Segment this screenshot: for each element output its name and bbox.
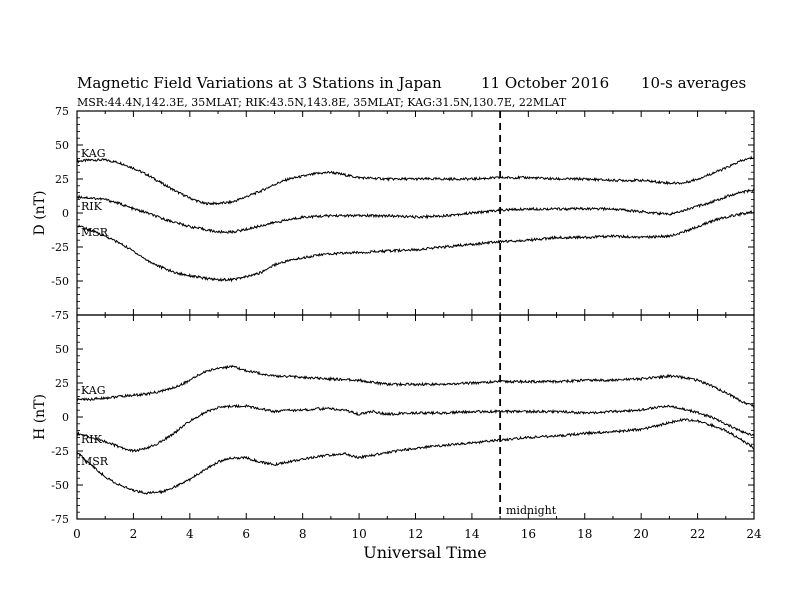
x-axis-label: Universal Time — [363, 543, 486, 562]
station-label-msr: MSR — [81, 226, 109, 239]
x-tick-label: 18 — [577, 527, 592, 541]
y-tick-label: -50 — [51, 275, 69, 288]
x-tick-label: 4 — [186, 527, 194, 541]
y-tick-label: 25 — [55, 173, 69, 186]
y-tick-label: 75 — [55, 105, 69, 118]
station-label-rik: RIK — [81, 200, 103, 213]
series-line-rik — [76, 188, 755, 234]
y-tick-label: 0 — [62, 207, 69, 220]
y-tick-label: -75 — [51, 309, 69, 322]
y-axis-label: D (nT) — [32, 191, 48, 236]
x-tick-label: 22 — [690, 527, 705, 541]
series-line-kag — [76, 364, 755, 408]
x-tick-label: 6 — [242, 527, 250, 541]
x-tick-label: 0 — [73, 527, 81, 541]
x-tick-label: 8 — [299, 527, 307, 541]
x-tick-label: 16 — [521, 527, 536, 541]
y-tick-label: -25 — [51, 241, 69, 254]
y-tick-label: 25 — [55, 377, 69, 390]
x-tick-label: 24 — [746, 527, 762, 541]
chart-date: 11 October 2016 — [481, 74, 609, 92]
station-label-kag: KAG — [81, 384, 106, 397]
station-coordinates: MSR:44.4N,142.3E, 35MLAT; RIK:43.5N,143.… — [77, 96, 567, 109]
x-tick-label: 10 — [351, 527, 366, 541]
y-tick-label: 50 — [55, 343, 69, 356]
series-line-kag — [76, 155, 755, 206]
chart-averaging: 10-s averages — [641, 74, 746, 92]
y-tick-label: 50 — [55, 139, 69, 152]
y-tick-label: -25 — [51, 445, 69, 458]
y-tick-label: -75 — [51, 513, 69, 526]
series-line-msr — [76, 417, 755, 495]
series-line-msr — [76, 210, 755, 283]
x-tick-label: 14 — [464, 527, 480, 541]
series-line-rik — [76, 403, 755, 453]
y-tick-label: 0 — [62, 411, 69, 424]
midnight-label: midnight — [506, 504, 557, 517]
chart-title: Magnetic Field Variations at 3 Stations … — [77, 74, 442, 92]
panel-frame-1 — [76, 314, 755, 520]
x-tick-label: 2 — [130, 527, 138, 541]
station-label-kag: KAG — [81, 147, 106, 160]
x-tick-label: 12 — [408, 527, 423, 541]
station-label-rik: RIK — [81, 433, 103, 446]
y-axis-label: H (nT) — [32, 394, 48, 440]
x-tick-label: 20 — [634, 527, 649, 541]
y-tick-label: -50 — [51, 479, 69, 492]
station-label-msr: MSR — [81, 455, 109, 468]
